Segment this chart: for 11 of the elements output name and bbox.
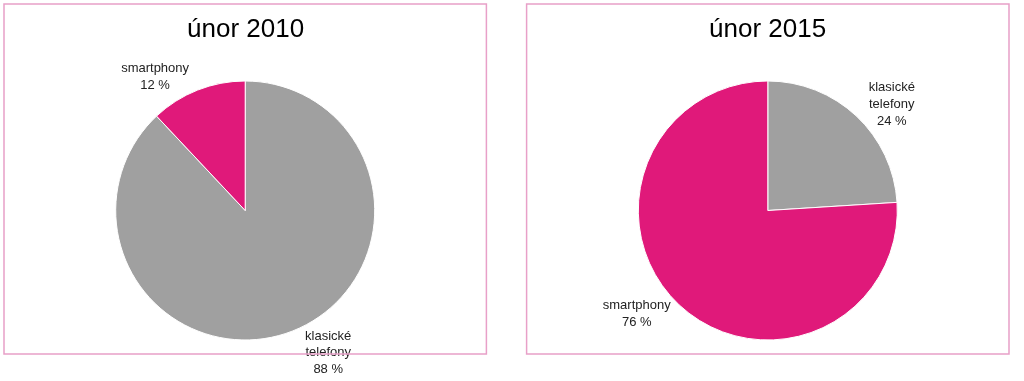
data-label: 88 % [313, 361, 344, 377]
slice-label: klasické telefony [305, 327, 352, 360]
slice-label: smartphony [602, 297, 672, 313]
slice-label: klasické telefony [868, 78, 916, 111]
slice-label: smartphony [121, 60, 190, 76]
chart-title: únor 2015 [709, 13, 827, 43]
pie-slice [115, 80, 376, 341]
data-label: 12 % [140, 77, 171, 93]
data-label: 76 % [621, 314, 652, 330]
chart-title: únor 2010 [187, 13, 305, 43]
data-label: 24 % [876, 112, 908, 128]
